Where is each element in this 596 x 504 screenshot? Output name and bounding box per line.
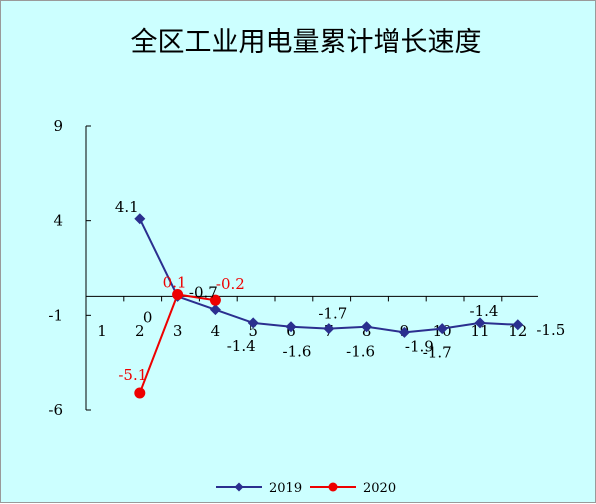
legend-label-2019: 2019 [269, 481, 302, 496]
data-label-2020: 0.1 [163, 274, 187, 292]
x-tick-label: 3 [173, 322, 183, 340]
y-tick-label: 9 [53, 117, 63, 135]
marker-2019 [247, 317, 259, 329]
legend: 2019 2020 [216, 481, 396, 496]
x-tick-label: 12 [508, 322, 527, 340]
data-label-2019: -1.4 [227, 337, 256, 355]
marker-2020 [209, 294, 221, 306]
y-tick-label: -1 [48, 306, 63, 324]
data-label-2019: -1.7 [423, 344, 452, 362]
y-tick-label: 4 [53, 212, 63, 230]
data-label-2020: -0.2 [216, 275, 245, 293]
x-tick-label: 4 [211, 322, 221, 340]
marker-2019 [209, 304, 221, 316]
marker-2020 [172, 289, 184, 301]
marker-2019 [398, 326, 410, 338]
legend-marker-2020 [328, 482, 338, 492]
data-label-2020: -5.1 [118, 366, 147, 384]
series-points [134, 213, 524, 399]
marker-2020 [134, 387, 146, 399]
data-label-2019: -1.6 [283, 343, 312, 361]
data-label-2019: -1.5 [536, 321, 565, 339]
data-label-2019: 4.1 [115, 198, 139, 216]
marker-2019 [512, 319, 524, 331]
x-tick-label: 11 [470, 322, 489, 340]
y-tick-label: -6 [48, 401, 63, 419]
data-label-2019: -1.7 [318, 305, 347, 323]
x-tick-label: 5 [248, 322, 258, 340]
x-tick-label: 1 [97, 322, 107, 340]
marker-2019 [436, 323, 448, 335]
chart-title: 全区工业用电量累计增长速度 [131, 27, 482, 58]
marker-2019 [323, 323, 335, 335]
data-label-2019: -1.9 [405, 337, 434, 355]
data-label-2019: -1.4 [470, 302, 499, 320]
legend-label-2020: 2020 [363, 481, 396, 496]
marker-2019 [474, 317, 486, 329]
marker-2019 [134, 213, 146, 225]
x-tick-label: 2 [135, 322, 145, 340]
data-labels: 4.10-0.7-1.4 -1.6-1.7-1.6 -1.9-1.7-1.4-1.5… [115, 198, 565, 384]
data-label-2019: -0.7 [189, 284, 218, 302]
data-label-2019: 0 [143, 308, 153, 326]
data-label-2019: -1.6 [346, 343, 375, 361]
marker-2019 [285, 321, 297, 333]
legend-marker-2019 [234, 482, 244, 492]
marker-2019 [361, 321, 373, 333]
